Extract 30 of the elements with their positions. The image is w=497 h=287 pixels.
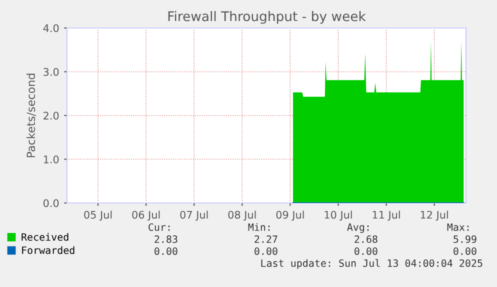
x-tick-label: 06 Jul bbox=[132, 210, 160, 221]
y-tick-label: 4.0 bbox=[43, 24, 59, 32]
text: 0.00 bbox=[454, 247, 476, 255]
y-axis-title: Packets/second bbox=[26, 74, 36, 158]
x-tick-label: 11 Jul bbox=[372, 210, 400, 221]
text: 2.68 bbox=[354, 235, 378, 243]
text: 2.83 bbox=[154, 235, 178, 243]
y-tick-label: 0.0 bbox=[43, 199, 59, 208]
text: 5.99 bbox=[454, 235, 476, 243]
x-tick-label: 08 Jul bbox=[228, 210, 256, 221]
x-tick-label: 10 Jul bbox=[324, 210, 352, 221]
text: Cur: bbox=[148, 223, 170, 231]
legend-label: Forwarded bbox=[22, 246, 74, 254]
chart-title: Firewall Throughput - by week bbox=[168, 11, 366, 24]
y-tick-label: 1.0 bbox=[44, 155, 59, 164]
text: 0.00 bbox=[154, 247, 178, 255]
text: 0.00 bbox=[354, 247, 378, 255]
text: Max: bbox=[447, 223, 469, 231]
x-tick-label: 07 Jul bbox=[180, 210, 208, 221]
y-tick-label: 2.0 bbox=[44, 112, 59, 120]
text: Avg: bbox=[347, 223, 369, 233]
text: Min: bbox=[248, 223, 270, 231]
text: 2.27 bbox=[254, 235, 278, 243]
x-tick-label: 09 Jul bbox=[276, 210, 304, 221]
x-tick-label: 05 Jul bbox=[84, 210, 112, 221]
y-tick-label: 3.0 bbox=[44, 68, 59, 76]
text: 0.00 bbox=[254, 247, 278, 255]
x-tick-label: 12 Jul bbox=[420, 210, 448, 221]
legend-label: Received bbox=[22, 233, 68, 241]
text: Last update: Sun Jul 13 04:00:04 2025 bbox=[261, 259, 482, 269]
